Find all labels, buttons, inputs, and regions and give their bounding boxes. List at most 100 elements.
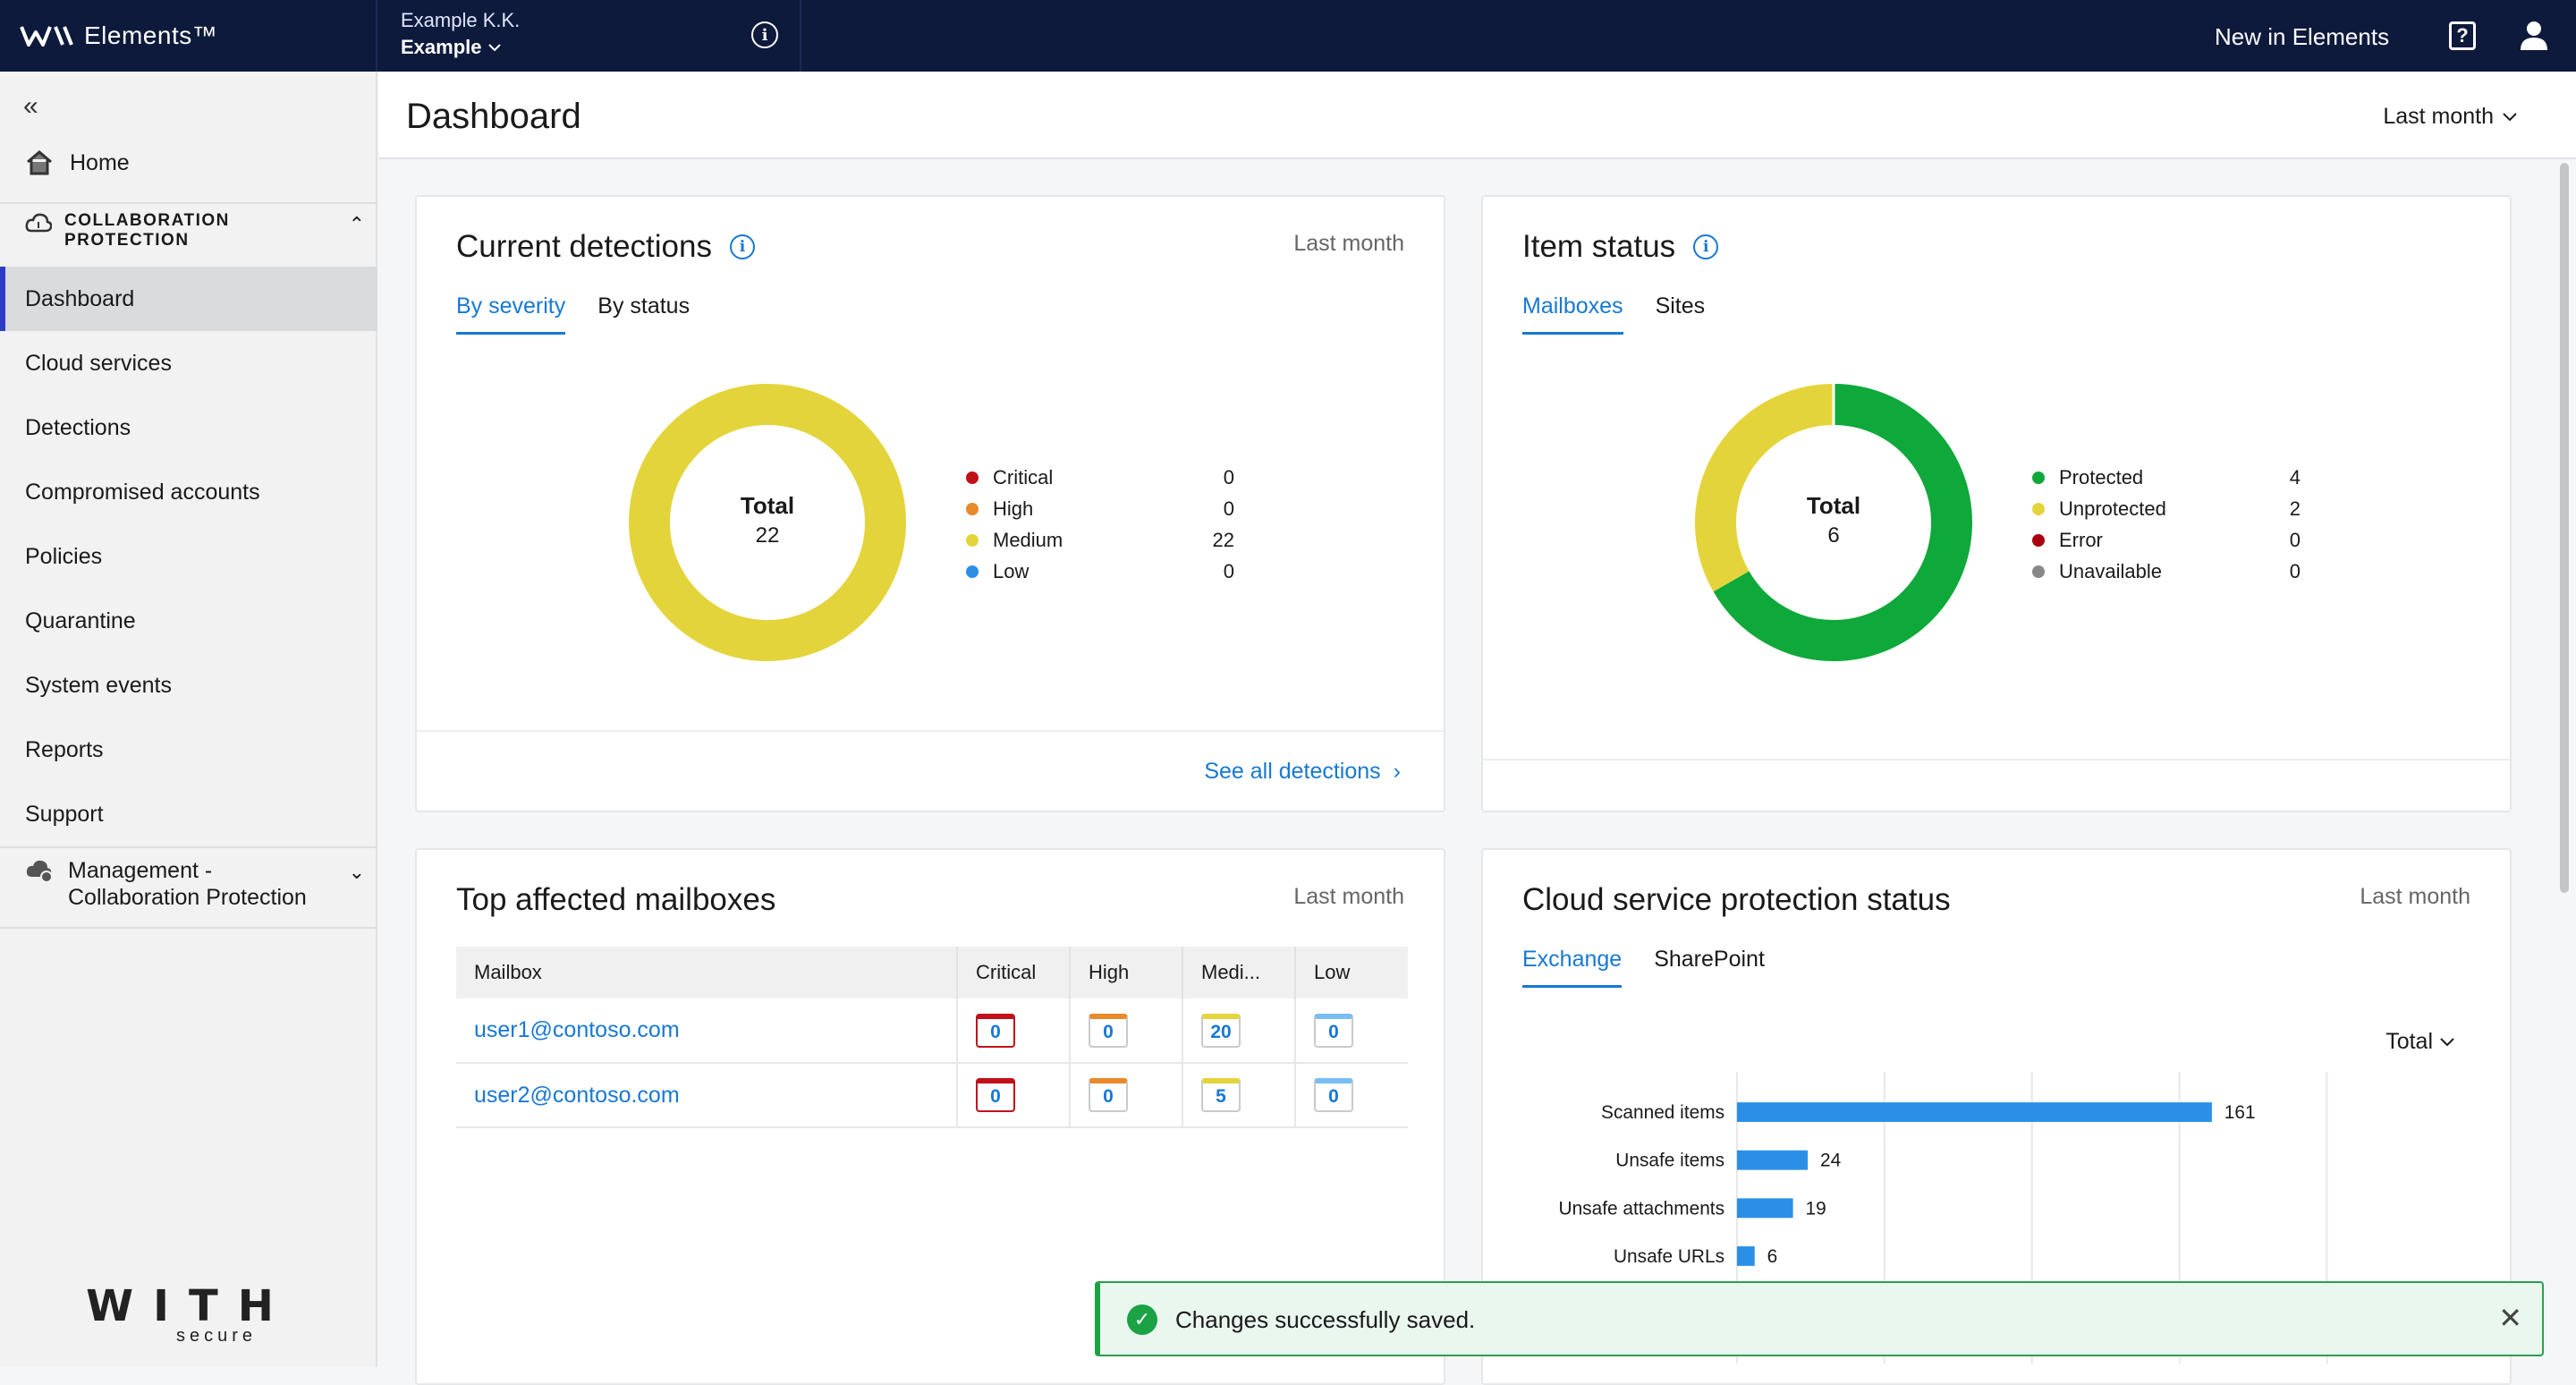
category-label: Scanned items [1601,1102,1724,1123]
table-row: user1@contoso.com 0 0 20 0 [456,998,1408,1064]
help-icon[interactable]: ? [2449,21,2476,50]
divider [0,202,377,204]
bar[interactable] [1736,1150,1809,1170]
tabs: Exchange SharePoint [1522,947,1765,988]
legend-item: Unprotected 2 [2032,493,2301,524]
critical-count-badge[interactable]: 0 [976,1078,1015,1112]
card-range: Last month [1293,231,1404,256]
org-selector[interactable]: Example K.K. Example [401,9,520,59]
success-toast: ✓ Changes successfully saved. ✕ [1095,1281,2544,1356]
main-header: Dashboard Last month [379,72,2576,159]
sidebar-item-quarantine[interactable]: Quarantine [25,608,136,633]
legend-value: 4 [2289,465,2301,489]
sidebar-item-compromised-accounts[interactable]: Compromised accounts [25,479,260,505]
critical-count-badge[interactable]: 0 [976,1013,1015,1048]
sidebar-item-system-events[interactable]: System events [25,672,172,698]
card-range: Last month [2360,884,2470,909]
sidebar-item-cloud-services[interactable]: Cloud services [25,350,172,376]
legend-value: 0 [1223,559,1234,582]
sidebar-item-reports[interactable]: Reports [25,736,104,762]
legend-dot [2032,471,2045,484]
mailbox-link[interactable]: user2@contoso.com [456,1063,958,1128]
high-count-badge[interactable]: 0 [1089,1013,1128,1048]
item-status-donut [1695,383,1972,661]
chevron-down-icon: ⌄ [348,861,365,883]
low-count-badge[interactable]: 0 [1314,1013,1353,1048]
info-icon[interactable]: i [751,21,778,48]
scrollbar[interactable] [2551,159,2576,1367]
close-icon[interactable]: ✕ [2498,1302,2522,1334]
bar-value-label: 161 [2224,1102,2256,1123]
mailboxes-table: Mailbox Critical High Medi... Low user1@… [456,947,1408,1128]
medium-count-badge[interactable]: 5 [1201,1078,1241,1112]
legend-value: 0 [1223,497,1234,520]
info-icon[interactable]: i [729,234,755,259]
divider [0,927,377,929]
tabs: By severity By status [456,293,690,335]
sidebar-item-label: Home [70,149,130,175]
column-header-critical[interactable]: Critical [957,947,1071,998]
sidebar-item-home[interactable]: Home [25,149,130,177]
tab-mailboxes[interactable]: Mailboxes [1522,293,1623,335]
withsecure-mark-icon [20,26,73,47]
legend-item: Medium 22 [966,524,1234,556]
cloud-gear-icon [26,860,53,883]
donut-total-label: Total [1806,492,1861,519]
section-collaboration-protection[interactable]: COLLABORATION PROTECTION ⌃ [25,211,365,251]
column-header-high[interactable]: High [1070,947,1183,998]
legend-name: Error [2059,528,2103,551]
mailbox-link[interactable]: user1@contoso.com [456,998,958,1064]
collapse-sidebar-icon[interactable]: « [23,91,38,121]
donut-total-value: 22 [755,523,780,548]
tab-exchange[interactable]: Exchange [1522,947,1623,988]
tab-by-severity[interactable]: By severity [456,293,566,335]
category-label: Unsafe URLs [1614,1246,1724,1267]
legend-dot [966,533,979,547]
bar[interactable] [1736,1102,2212,1122]
info-icon[interactable]: i [1693,234,1719,259]
column-header-medium[interactable]: Medi... [1182,947,1296,998]
org-select-value: Example [401,36,482,58]
toast-message: Changes successfully saved. [1175,1306,1476,1333]
sidebar-item-policies[interactable]: Policies [25,543,103,569]
brand[interactable]: Elements™ [20,18,217,54]
legend-value: 0 [1223,465,1234,489]
category-label: Unsafe items [1615,1151,1724,1171]
low-count-badge[interactable]: 0 [1314,1078,1353,1112]
tab-sites[interactable]: Sites [1655,293,1706,319]
top-bar: Elements™ Example K.K. Example i New in … [0,0,2576,72]
sidebar-item-support[interactable]: Support [25,801,104,827]
column-header-low[interactable]: Low [1295,947,1408,998]
chevron-down-icon [2503,112,2517,121]
tab-sharepoint[interactable]: SharePoint [1654,947,1765,972]
donut-total-value: 6 [1827,523,1840,548]
tab-by-status[interactable]: By status [597,293,691,319]
see-all-detections-link[interactable]: See all detections › [1204,759,1401,785]
bar[interactable] [1736,1198,1793,1219]
time-range-select[interactable]: Last month [2383,104,2519,130]
card-title: Cloud service protection status [1522,882,1951,917]
medium-count-badge[interactable]: 20 [1201,1013,1241,1048]
scrollbar-thumb[interactable] [2560,163,2569,893]
aggregation-select[interactable]: Total [2385,1029,2456,1055]
legend-name: Unavailable [2059,559,2162,582]
sidebar-item-detections[interactable]: Detections [25,414,131,440]
sidebar-item-dashboard[interactable]: Dashboard [0,267,377,331]
severity-donut [629,384,906,661]
chevron-up-icon: ⌃ [348,213,365,235]
legend-value: 0 [2289,559,2301,582]
column-header-mailbox[interactable]: Mailbox [456,947,958,998]
time-range-value: Last month [2383,104,2494,129]
bar[interactable] [1736,1246,1755,1266]
brand-name: Elements™ [84,21,218,49]
high-count-badge[interactable]: 0 [1089,1078,1128,1112]
legend-dot [2032,533,2045,547]
section-management[interactable]: Management - Collaboration Protection ⌄ [25,857,365,911]
legend-name: Critical [993,465,1054,489]
user-icon[interactable] [2519,20,2549,52]
card-title: Top affected mailboxes [456,882,776,917]
sidebar-nav: Dashboard Cloud services Detections Comp… [0,267,377,846]
legend-item: Protected 4 [2032,462,2301,493]
chevron-right-icon: › [1393,759,1401,784]
new-in-elements-link[interactable]: New in Elements [2215,23,2390,50]
